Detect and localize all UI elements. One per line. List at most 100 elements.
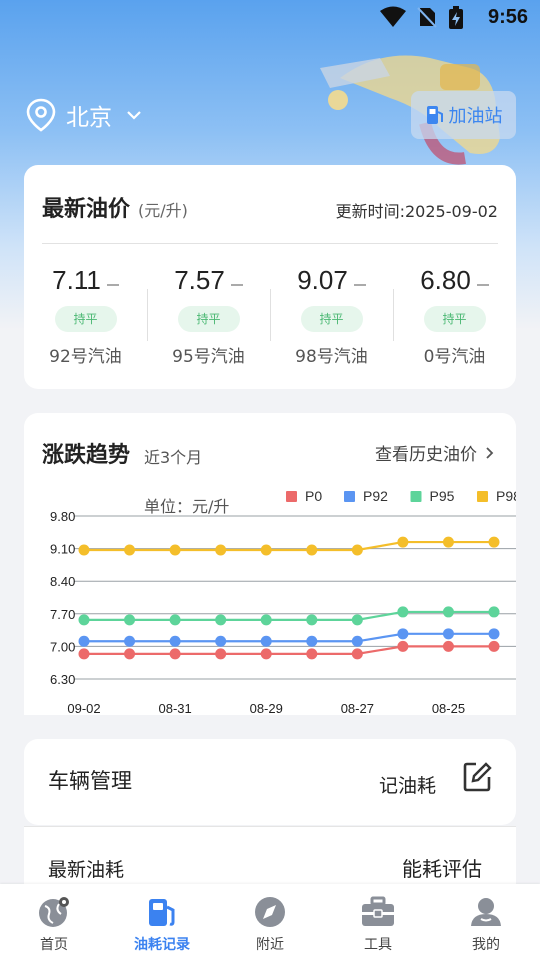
fuel-pump-icon <box>426 106 443 124</box>
location-selector[interactable]: 北京 <box>26 98 142 132</box>
trend-subtitle: 近3个月 <box>144 448 203 467</box>
data-point-P98 <box>260 544 272 556</box>
update-time: 更新时间:2025-09-02 <box>335 202 498 221</box>
price-item-98[interactable]: 9.07 持平 98号汽油 <box>270 265 393 367</box>
price-value: 7.11 <box>52 265 101 295</box>
data-point-P0 <box>260 648 272 660</box>
tab-tools[interactable]: 工具 <box>324 884 432 960</box>
data-point-P0 <box>397 640 409 652</box>
history-link-label: 查看历史油价 <box>375 445 477 465</box>
vehicle-management-card[interactable]: 车辆管理 记油耗 <box>24 739 516 825</box>
user-icon <box>471 898 501 926</box>
legend-label: P92 <box>363 488 388 504</box>
data-point-P92 <box>78 635 90 647</box>
price-trend-card: 涨跌趋势 近3个月 查看历史油价 9.80 9.10 8.40 7.70 7.00 6.3… <box>24 413 516 715</box>
unit-label: 单位：元/升 <box>144 497 229 516</box>
fuel-name: 98号汽油 <box>295 347 368 367</box>
latest-price-card: 最新油价 (元/升) 更新时间:2025-09-02 7.11 持平 92号汽油… <box>24 165 516 389</box>
data-point-P0 <box>488 640 500 652</box>
energy-evaluation-link[interactable]: 能耗评估 <box>402 857 482 881</box>
x-tick-label: 08-25 <box>432 701 465 715</box>
data-point-P98 <box>488 536 500 548</box>
flat-trend-icon <box>230 283 243 286</box>
data-point-P92 <box>260 635 272 647</box>
tab-label: 油耗记录 <box>134 937 190 953</box>
data-point-P95 <box>442 606 454 618</box>
data-point-P98 <box>397 536 409 548</box>
consumption-title: 最新油耗 <box>48 859 125 881</box>
tab-label: 首页 <box>40 937 68 953</box>
x-tick-label: 08-29 <box>250 701 283 715</box>
compass-icon <box>255 897 285 927</box>
data-point-P95 <box>78 614 90 626</box>
trend-badge: 持平 <box>423 306 486 332</box>
data-point-P92 <box>442 628 454 640</box>
gas-station-button[interactable]: 加油站 <box>411 91 516 139</box>
legend-swatch <box>286 491 297 502</box>
flat-trend-icon <box>476 283 489 286</box>
legend-swatch <box>477 491 488 502</box>
tab-nearby[interactable]: 附近 <box>216 884 324 960</box>
tab-label: 工具 <box>364 937 392 953</box>
edit-icon[interactable] <box>462 761 492 793</box>
city-name: 北京 <box>66 105 112 131</box>
data-point-P0 <box>169 648 181 660</box>
globe-icon <box>39 897 69 927</box>
trend-title: 涨跌趋势 <box>42 443 131 468</box>
chevron-right-icon <box>486 446 494 459</box>
data-point-P0 <box>351 648 363 660</box>
data-point-P0 <box>215 648 227 660</box>
battery-charging-icon <box>449 6 463 29</box>
tab-mine[interactable]: 我的 <box>432 884 540 960</box>
legend-label: P95 <box>430 488 455 504</box>
price-item-0[interactable]: 6.80 持平 0号汽油 <box>393 265 516 367</box>
data-point-P98 <box>215 544 227 556</box>
tab-label: 附近 <box>256 937 284 953</box>
bottom-tab-bar: 首页 油耗记录 附近 工具 我的 <box>0 884 540 960</box>
toolbox-icon <box>362 896 394 926</box>
tab-fuel-records[interactable]: 油耗记录 <box>108 884 216 960</box>
trend-badge: 持平 <box>54 306 117 332</box>
trend-badge: 持平 <box>177 306 240 332</box>
y-tick-label: 7.00 <box>50 639 75 654</box>
price-title: 最新油价 <box>42 197 131 222</box>
log-fuel-button[interactable]: 记油耗 <box>378 775 436 797</box>
series-line-P92 <box>84 632 494 643</box>
data-point-P98 <box>78 544 90 556</box>
y-tick-label: 7.70 <box>50 607 75 622</box>
data-point-P98 <box>169 544 181 556</box>
y-tick-label: 8.40 <box>50 574 75 589</box>
history-price-link[interactable]: 查看历史油价 <box>375 440 494 465</box>
data-point-P0 <box>442 640 454 652</box>
data-point-P95 <box>124 614 136 626</box>
tab-label: 我的 <box>472 937 500 953</box>
data-point-P95 <box>488 606 500 618</box>
data-point-P98 <box>351 544 363 556</box>
price-unit: (元/升) <box>138 201 188 220</box>
data-point-P95 <box>397 606 409 618</box>
series-line-P98 <box>84 540 494 552</box>
data-point-P95 <box>306 614 318 626</box>
flat-trend-icon <box>353 283 366 286</box>
data-point-P92 <box>124 635 136 647</box>
series-line-P0 <box>84 645 494 655</box>
fuel-name: 95号汽油 <box>172 347 245 367</box>
data-point-P92 <box>488 628 500 640</box>
fuel-name: 0号汽油 <box>423 347 486 367</box>
status-time: 9:56 <box>487 6 528 28</box>
chevron-down-icon <box>127 111 141 120</box>
price-value: 9.07 <box>297 265 348 295</box>
y-tick-label: 9.10 <box>50 542 75 557</box>
price-item-95[interactable]: 7.57 持平 95号汽油 <box>147 265 270 367</box>
data-point-P92 <box>215 635 227 647</box>
price-item-92[interactable]: 7.11 持平 92号汽油 <box>24 265 147 367</box>
tab-home[interactable]: 首页 <box>0 884 108 960</box>
fuel-pump-icon <box>149 899 175 926</box>
price-value: 6.80 <box>420 265 471 295</box>
y-tick-label: 6.30 <box>50 672 75 687</box>
price-value: 7.57 <box>174 265 225 295</box>
data-point-P0 <box>306 648 318 660</box>
y-tick-label: 9.80 <box>50 509 75 524</box>
x-tick-label: 08-31 <box>158 701 191 715</box>
series-line-P95 <box>84 610 494 621</box>
